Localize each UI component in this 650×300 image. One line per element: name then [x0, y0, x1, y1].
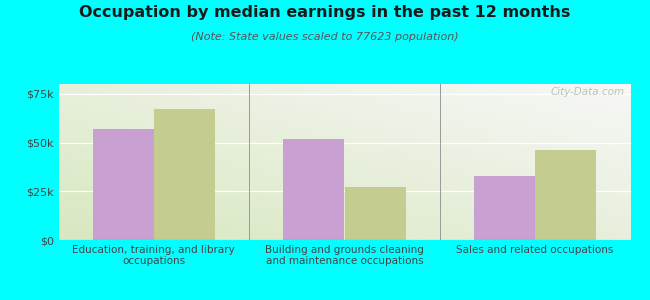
Bar: [154, 109, 215, 240]
Bar: [344, 187, 406, 240]
Text: (Note: State values scaled to 77623 population): (Note: State values scaled to 77623 popu…: [191, 32, 459, 41]
Text: City-Data.com: City-Data.com: [551, 87, 625, 97]
Bar: [283, 139, 344, 240]
Bar: [474, 176, 535, 240]
Bar: [93, 129, 154, 240]
Text: Occupation by median earnings in the past 12 months: Occupation by median earnings in the pas…: [79, 4, 571, 20]
Bar: [535, 150, 596, 240]
